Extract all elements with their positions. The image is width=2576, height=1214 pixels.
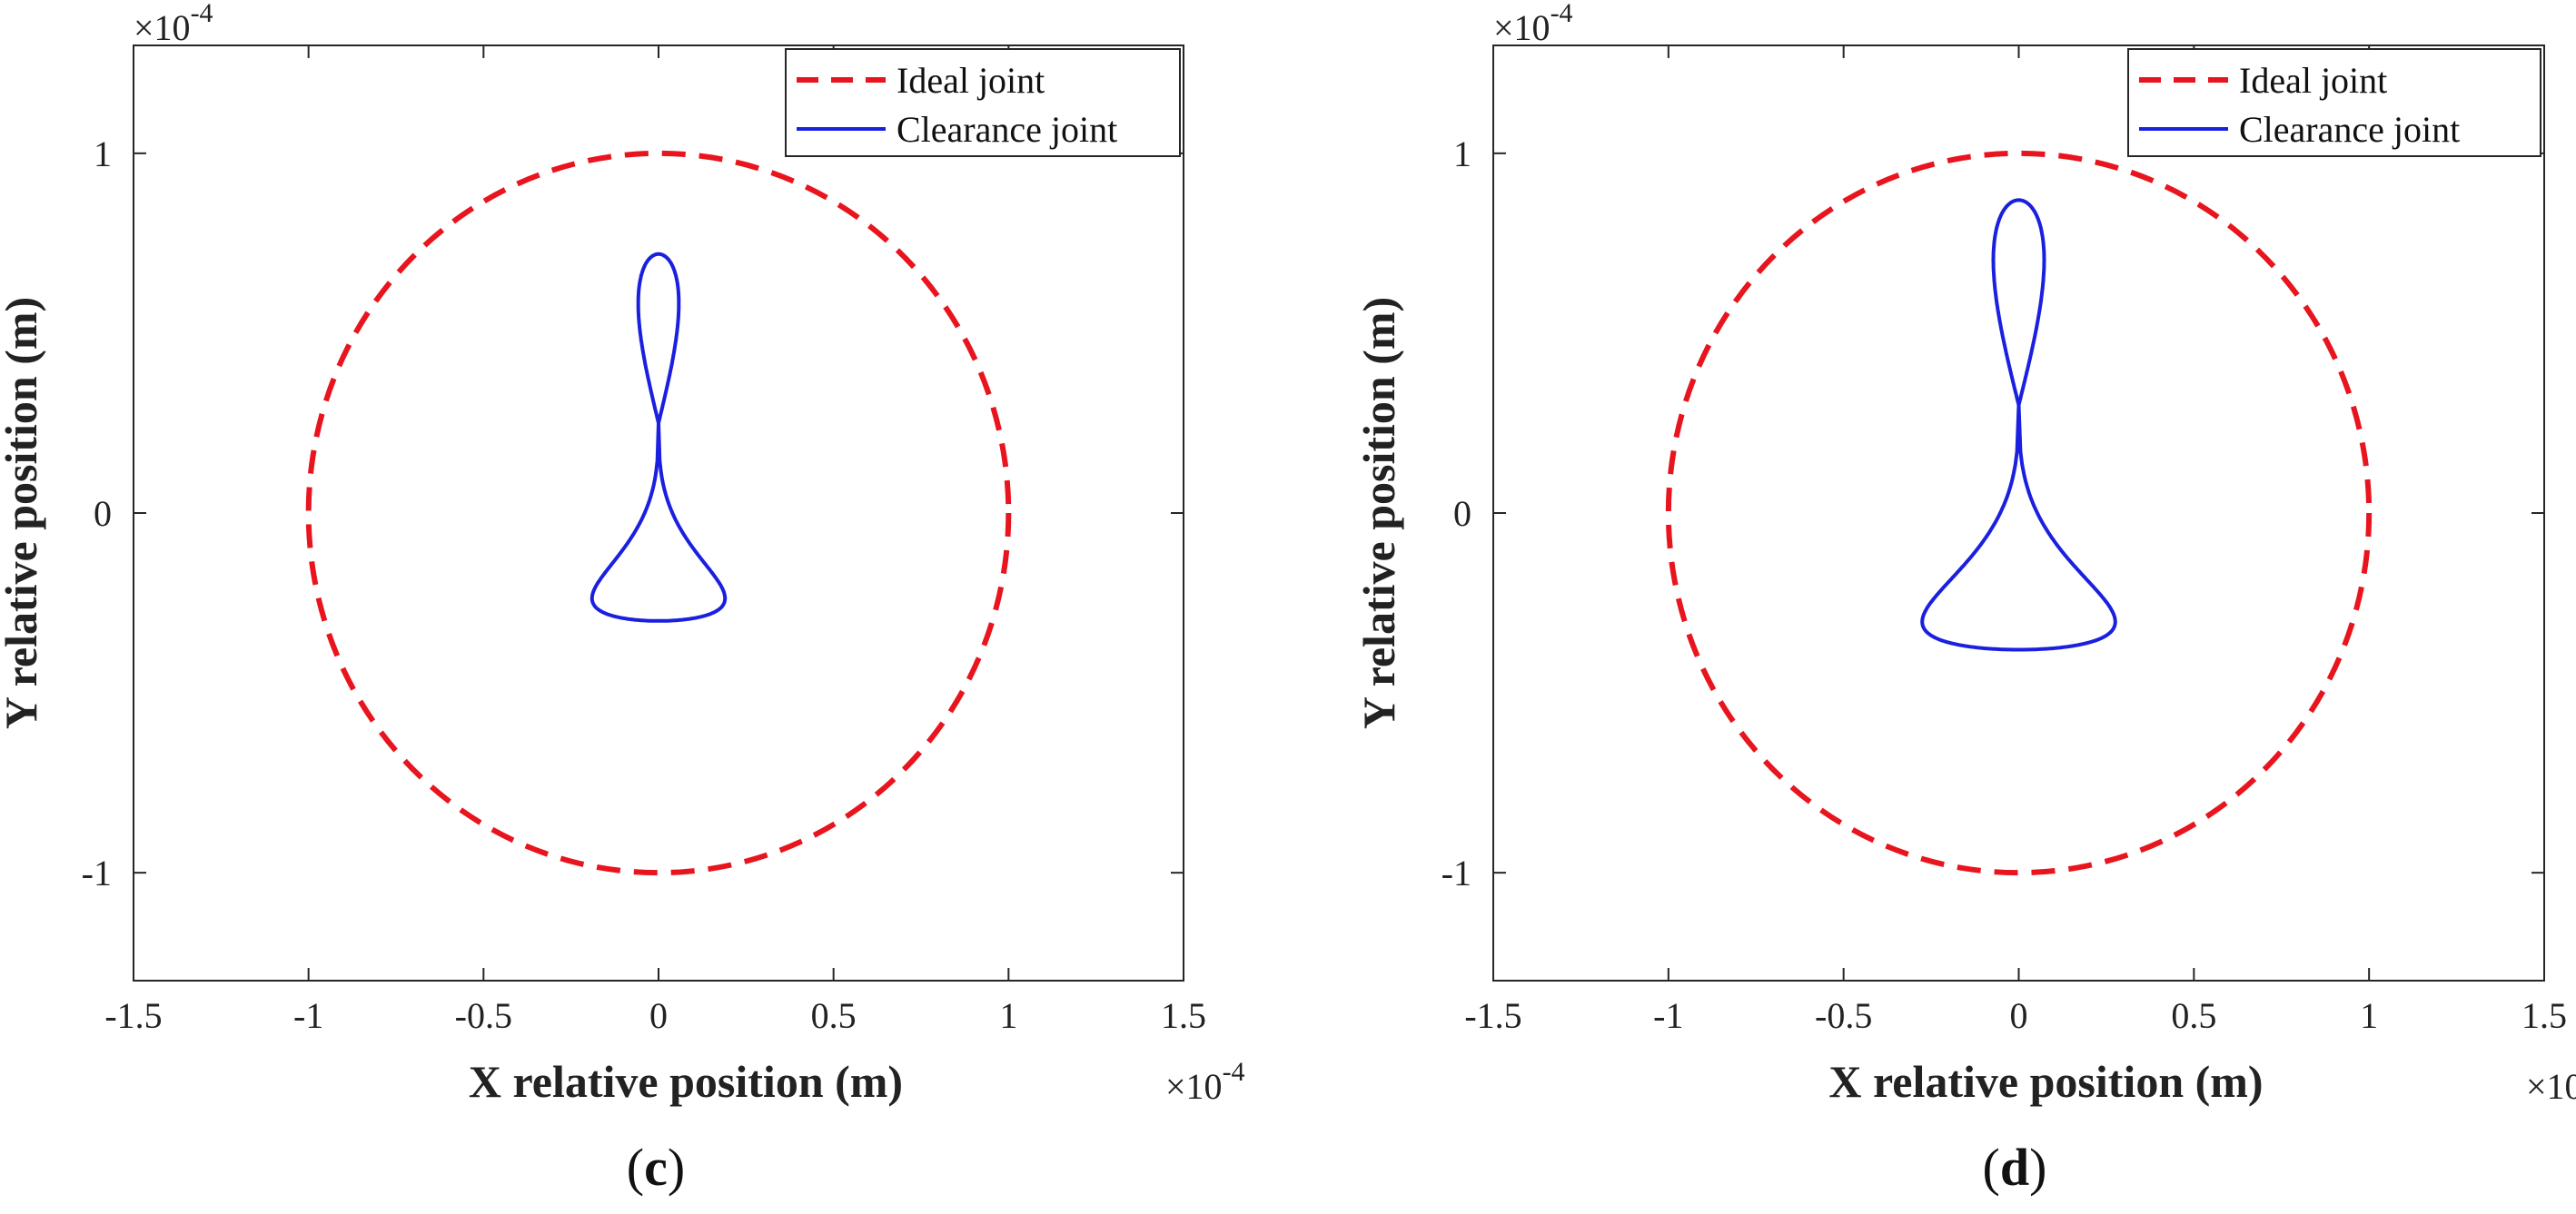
x-axis-multiplier: ×10-4 bbox=[1165, 1057, 1245, 1107]
y-tick-label: 0 bbox=[1453, 493, 1471, 534]
y-tick-label: 1 bbox=[94, 133, 112, 174]
chart-panel-c: -1.5 -1 -0.5 0 0.5 1 1.5 -1 0 1 ×10-4 ×10-4 X relati… bbox=[0, 0, 1245, 1197]
legend-label: Clearance joint bbox=[897, 109, 1117, 150]
x-tick-label: 1 bbox=[999, 995, 1017, 1036]
x-tick-label: 0.5 bbox=[811, 995, 857, 1036]
x-tick-label: -1 bbox=[293, 995, 323, 1036]
x-tick-label: -1.5 bbox=[1464, 995, 1521, 1036]
y-axis-exponent: -4 bbox=[1551, 0, 1573, 28]
y-axis-multiplier: ×10-4 bbox=[1493, 0, 1573, 48]
x-tick-label: -1.5 bbox=[104, 995, 162, 1036]
x-axis-label: X relative position (m) bbox=[469, 1056, 903, 1107]
legend-label: Ideal joint bbox=[2239, 60, 2387, 101]
plot-area bbox=[1492, 44, 2545, 982]
legend-label: Ideal joint bbox=[897, 60, 1045, 101]
legend-box bbox=[785, 48, 1181, 157]
y-tick-label: 0 bbox=[94, 493, 112, 534]
y-axis-label: Y relative position (m) bbox=[0, 297, 46, 729]
y-axis-multiplier: ×10-4 bbox=[134, 0, 213, 48]
x-axis-multiplier: ×10-4 bbox=[2526, 1057, 2576, 1107]
chart-panel-d: -1.5 -1 -0.5 0 0.5 1 1.5 -1 0 1 ×10-4 ×10-4 X relati… bbox=[1353, 0, 2576, 1197]
series-ideal-joint bbox=[1665, 150, 2373, 876]
legend: Ideal joint Clearance joint bbox=[785, 48, 1181, 157]
x-axis-label: X relative position (m) bbox=[1828, 1056, 2263, 1107]
x-tick-label: -0.5 bbox=[1815, 995, 1872, 1036]
series-ideal-joint bbox=[305, 150, 1012, 876]
x-tick-label: 1.5 bbox=[1161, 995, 1206, 1036]
y-tick-label: -1 bbox=[82, 853, 112, 893]
legend-label: Clearance joint bbox=[2239, 109, 2460, 150]
x-tick-label: 1.5 bbox=[2522, 995, 2567, 1036]
panel-label: (d) bbox=[1983, 1138, 2047, 1197]
panel-letter: d bbox=[2000, 1138, 2029, 1197]
y-axis-label: Y relative position (m) bbox=[1353, 297, 1404, 729]
x-tick-label: 1 bbox=[2360, 995, 2378, 1036]
series-clearance-joint bbox=[590, 252, 728, 623]
x-tick-label: 0 bbox=[2010, 995, 2028, 1036]
legend-box bbox=[2127, 48, 2541, 157]
panel-close-paren: ) bbox=[2029, 1138, 2046, 1197]
x-tick-label: -1 bbox=[1653, 995, 1683, 1036]
x-axis-exponent: -4 bbox=[1223, 1057, 1245, 1087]
y-axis-exponent: -4 bbox=[191, 0, 213, 28]
x-tick-label: -0.5 bbox=[455, 995, 512, 1036]
panel-letter: c bbox=[644, 1138, 668, 1197]
panel-close-paren: ) bbox=[668, 1138, 685, 1197]
y-tick-label: 1 bbox=[1453, 133, 1471, 174]
plot-area bbox=[133, 44, 1184, 982]
x-tick-label: 0 bbox=[649, 995, 668, 1036]
y-tick-label: -1 bbox=[1442, 853, 1471, 893]
series-clearance-joint bbox=[1920, 198, 2117, 652]
legend: Ideal joint Clearance joint bbox=[2127, 48, 2541, 157]
x-tick-label: 0.5 bbox=[2171, 995, 2216, 1036]
panel-label: (c) bbox=[627, 1138, 685, 1197]
